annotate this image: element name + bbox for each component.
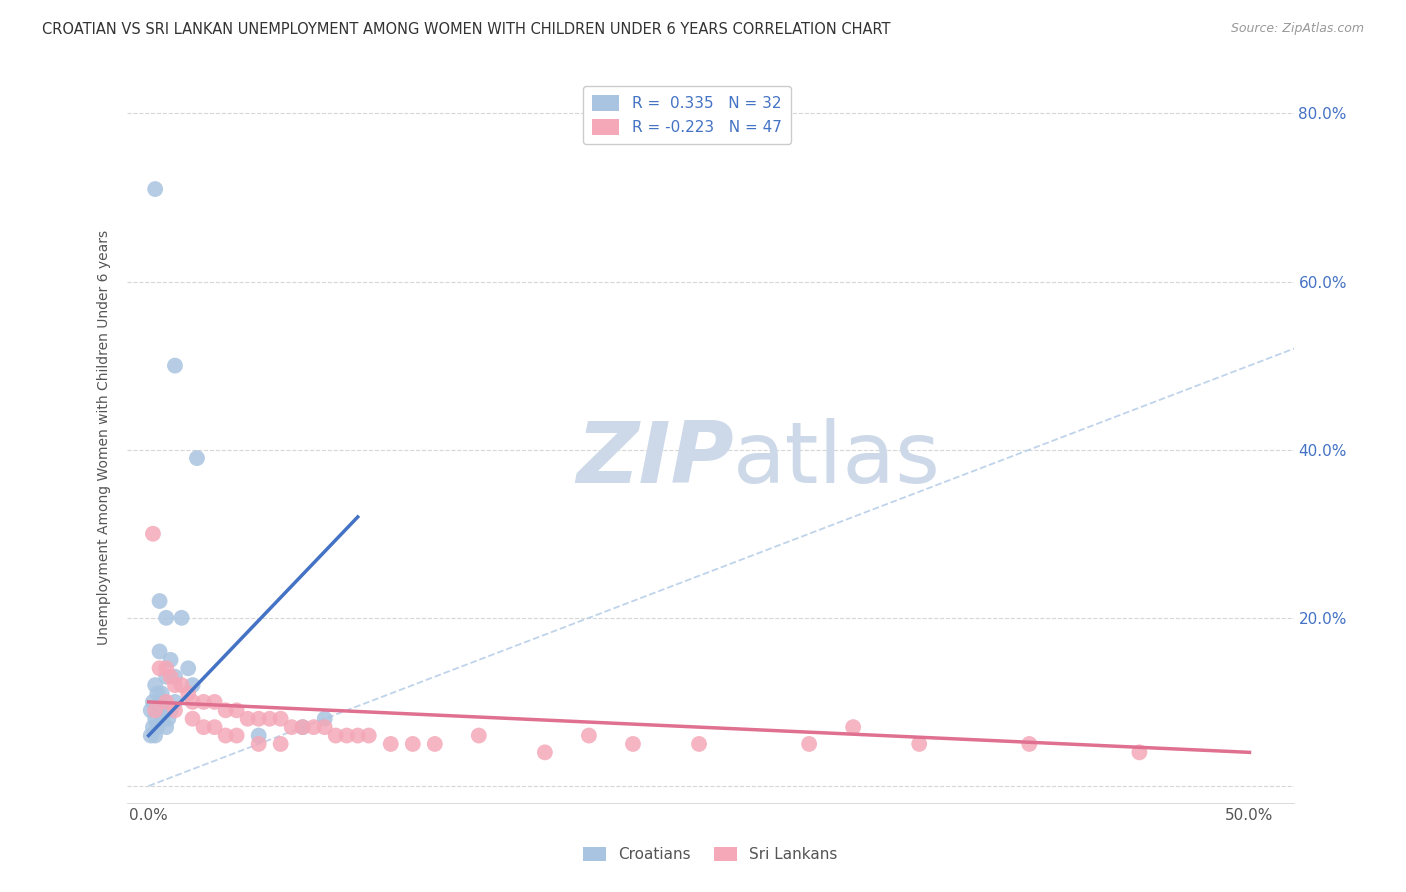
- Point: [148, 703, 170, 717]
- Point: [143, 729, 166, 743]
- Point: [204, 720, 226, 734]
- Point: [155, 720, 177, 734]
- Point: [247, 737, 270, 751]
- Point: [193, 695, 215, 709]
- Point: [159, 670, 181, 684]
- Point: [842, 720, 865, 734]
- Point: [153, 695, 176, 709]
- Point: [325, 729, 347, 743]
- Point: [177, 686, 200, 700]
- Text: ZIP: ZIP: [575, 417, 734, 500]
- Point: [148, 594, 170, 608]
- Point: [270, 712, 292, 726]
- Point: [146, 686, 169, 700]
- Point: [150, 686, 173, 700]
- Point: [534, 745, 557, 759]
- Point: [159, 653, 181, 667]
- Point: [142, 526, 165, 541]
- Point: [621, 737, 644, 751]
- Point: [155, 670, 177, 684]
- Point: [186, 451, 208, 466]
- Point: [423, 737, 446, 751]
- Point: [181, 678, 204, 692]
- Point: [148, 661, 170, 675]
- Point: [143, 703, 166, 717]
- Point: [336, 729, 359, 743]
- Point: [157, 712, 180, 726]
- Point: [270, 737, 292, 751]
- Point: [142, 720, 165, 734]
- Point: [146, 720, 169, 734]
- Point: [170, 678, 193, 692]
- Point: [139, 729, 162, 743]
- Point: [314, 720, 336, 734]
- Point: [155, 695, 177, 709]
- Text: Source: ZipAtlas.com: Source: ZipAtlas.com: [1230, 22, 1364, 36]
- Point: [346, 729, 368, 743]
- Point: [688, 737, 710, 751]
- Point: [181, 712, 204, 726]
- Point: [139, 703, 162, 717]
- Point: [159, 703, 181, 717]
- Point: [468, 729, 491, 743]
- Point: [214, 703, 236, 717]
- Point: [291, 720, 314, 734]
- Point: [193, 720, 215, 734]
- Point: [150, 712, 173, 726]
- Text: atlas: atlas: [734, 417, 942, 500]
- Point: [155, 611, 177, 625]
- Point: [578, 729, 600, 743]
- Point: [225, 729, 247, 743]
- Point: [177, 661, 200, 675]
- Point: [143, 182, 166, 196]
- Point: [163, 359, 186, 373]
- Point: [1018, 737, 1040, 751]
- Point: [204, 695, 226, 709]
- Point: [357, 729, 380, 743]
- Point: [908, 737, 931, 751]
- Point: [259, 712, 281, 726]
- Point: [402, 737, 425, 751]
- Y-axis label: Unemployment Among Women with Children Under 6 years: Unemployment Among Women with Children U…: [97, 229, 111, 645]
- Point: [142, 695, 165, 709]
- Point: [181, 695, 204, 709]
- Point: [236, 712, 259, 726]
- Point: [247, 729, 270, 743]
- Point: [163, 678, 186, 692]
- Point: [380, 737, 402, 751]
- Point: [314, 712, 336, 726]
- Legend: Croatians, Sri Lankans: Croatians, Sri Lankans: [576, 841, 844, 868]
- Point: [214, 729, 236, 743]
- Point: [170, 611, 193, 625]
- Point: [163, 703, 186, 717]
- Text: CROATIAN VS SRI LANKAN UNEMPLOYMENT AMONG WOMEN WITH CHILDREN UNDER 6 YEARS CORR: CROATIAN VS SRI LANKAN UNEMPLOYMENT AMON…: [42, 22, 890, 37]
- Point: [280, 720, 302, 734]
- Point: [247, 712, 270, 726]
- Point: [1128, 745, 1150, 759]
- Point: [163, 695, 186, 709]
- Point: [155, 661, 177, 675]
- Point: [143, 712, 166, 726]
- Point: [143, 678, 166, 692]
- Point: [302, 720, 325, 734]
- Point: [291, 720, 314, 734]
- Point: [163, 670, 186, 684]
- Point: [148, 644, 170, 658]
- Point: [797, 737, 820, 751]
- Point: [225, 703, 247, 717]
